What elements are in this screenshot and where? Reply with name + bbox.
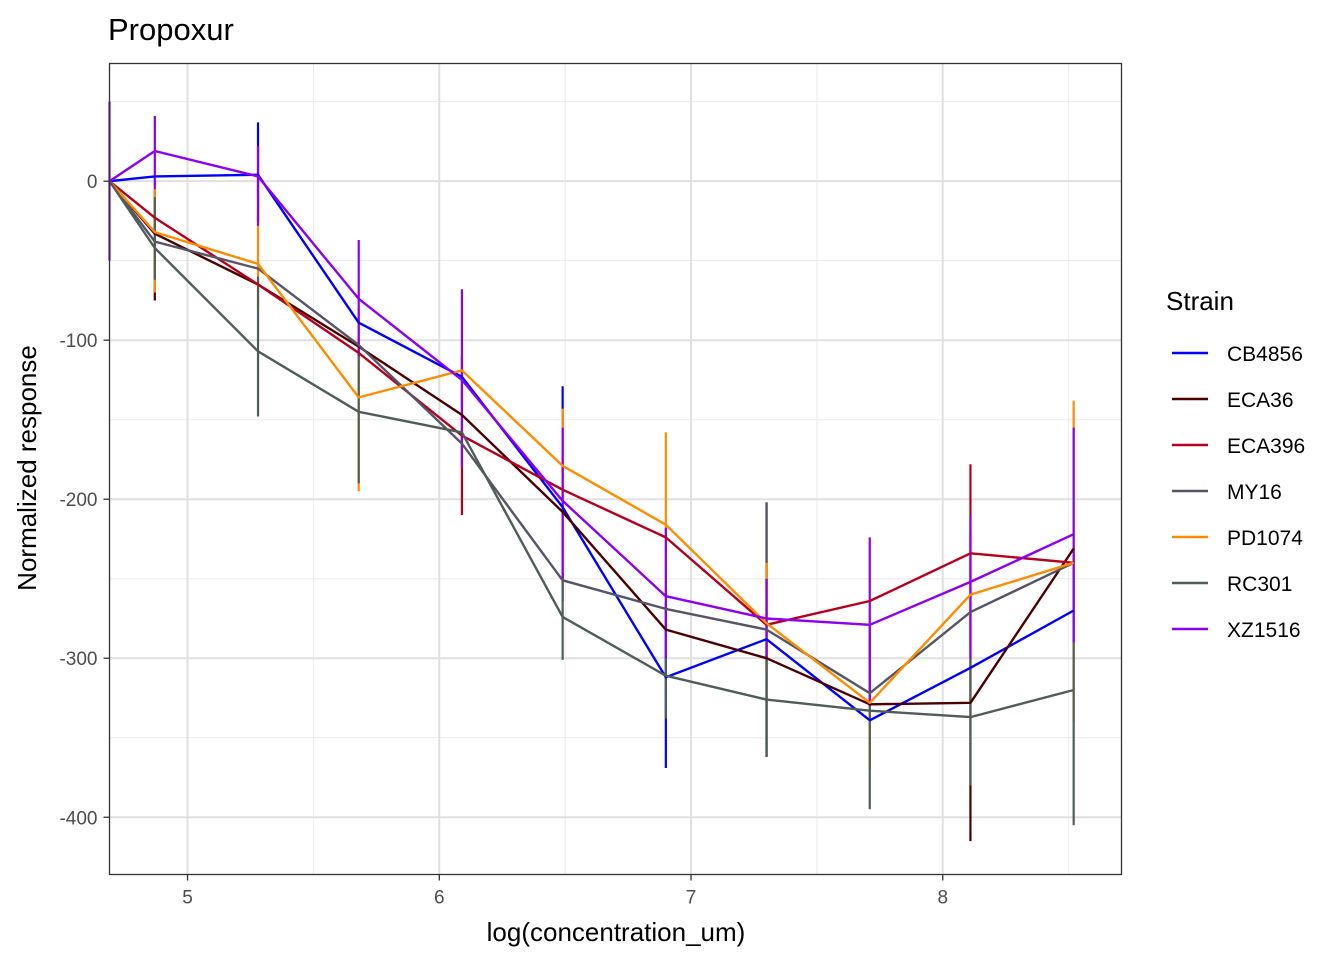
series-line-xz1516	[108, 149, 1075, 626]
legend-label-pd1074: PD1074	[1227, 527, 1303, 550]
series-line-eca396	[108, 180, 1074, 626]
legend-label-rc301: RC301	[1227, 573, 1292, 596]
y-tick-label: 0	[87, 172, 98, 193]
plot-border	[108, 62, 1123, 876]
series-line-rc301	[108, 180, 1075, 719]
y-tick-label: -100	[59, 331, 97, 352]
y-tick-label: -200	[59, 490, 97, 511]
x-tick-label: 6	[434, 888, 445, 909]
legend-title: Strain	[1166, 286, 1234, 316]
legend-label-cb4856: CB4856	[1227, 343, 1303, 366]
y-axis: 0 -100 -200 -300 -400	[59, 172, 110, 829]
x-axis: 5 6 7 8	[182, 874, 948, 909]
plot-panel	[109, 63, 1122, 875]
x-tick-label: 8	[937, 888, 948, 909]
legend: Strain CB4856 ECA36 ECA396 MY16 PD1074 RC301 X…	[1166, 286, 1305, 642]
series-line-pd1074	[108, 180, 1075, 704]
legend-label-eca396: ECA396	[1227, 435, 1305, 458]
y-tick-label: -400	[59, 808, 97, 829]
chart-title: Propoxur	[108, 12, 234, 47]
plot-area	[108, 63, 1122, 875]
series-line-eca36	[108, 180, 1075, 706]
legend-label-xz1516: XZ1516	[1227, 619, 1301, 642]
x-axis-title: log(concentration_um)	[487, 917, 746, 947]
legend-label-my16: MY16	[1227, 481, 1282, 504]
y-tick-label: -300	[59, 649, 97, 670]
y-axis-title: Normalized response	[12, 345, 42, 591]
legend-label-eca36: ECA36	[1227, 389, 1294, 412]
x-tick-label: 5	[182, 888, 193, 909]
x-tick-label: 7	[686, 888, 697, 909]
